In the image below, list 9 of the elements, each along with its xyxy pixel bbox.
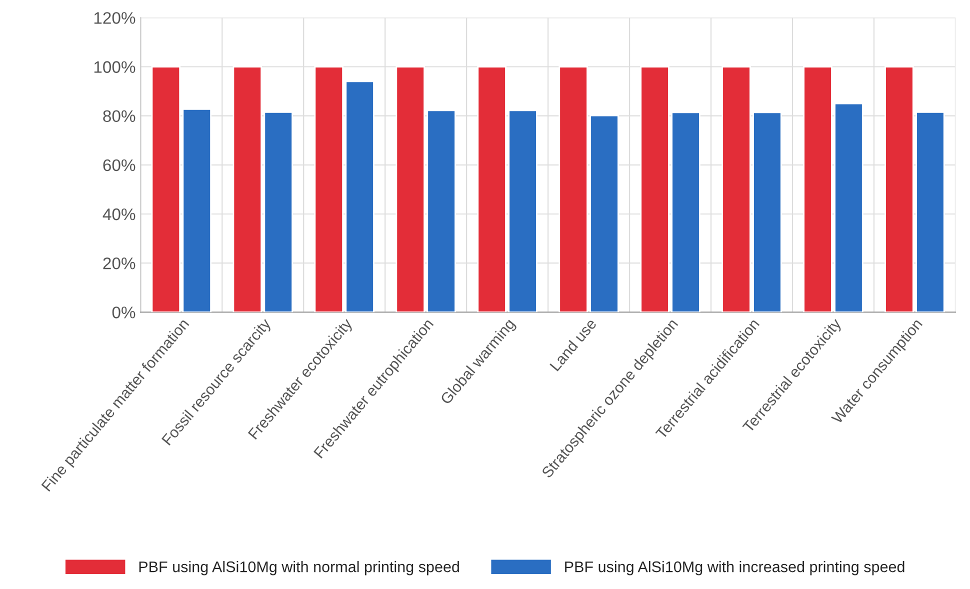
y-tick-label: 40% — [102, 208, 136, 220]
y-tick-label: 100% — [94, 61, 136, 73]
legend-label: PBF using AlSi10Mg with increased printing speed — [565, 561, 904, 576]
legend-label: PBF using AlSi10Mg with normal printing speed — [139, 561, 459, 576]
y-tick-label: 80% — [103, 110, 136, 122]
y-tick-label: 20% — [103, 257, 136, 270]
y-tick-label: 60% — [103, 159, 136, 172]
y-tick-label: 120% — [94, 12, 136, 24]
y-tick-label: 0% — [112, 306, 136, 318]
